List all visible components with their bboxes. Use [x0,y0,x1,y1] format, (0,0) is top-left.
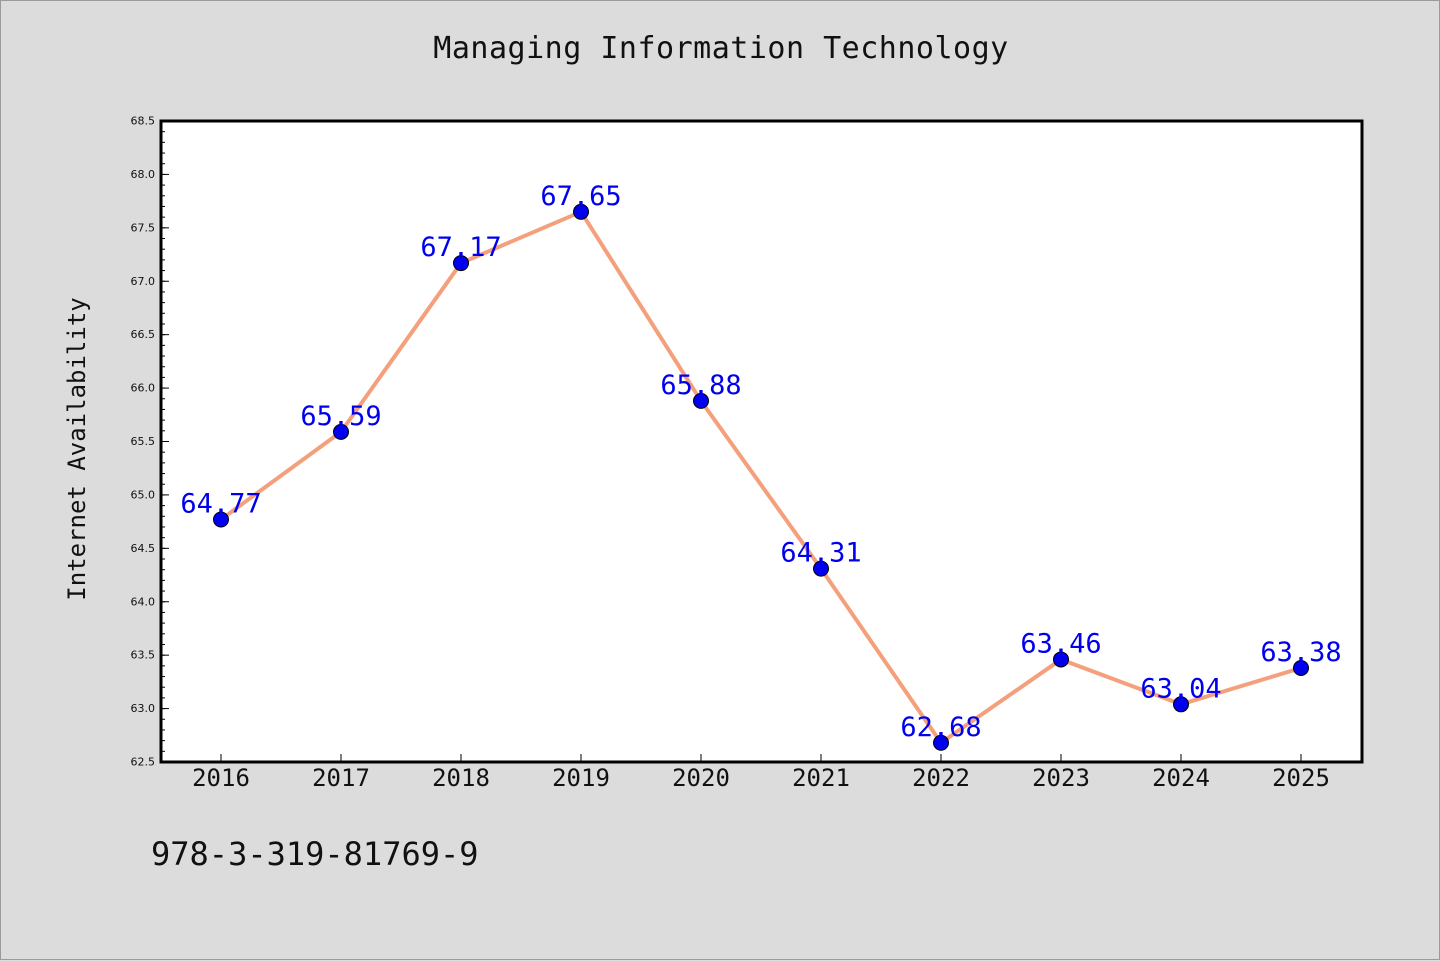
data-label-2020: 65.88 [660,370,741,401]
y-tick-label-7: 66.0 [131,382,156,395]
y-tick-label-8: 66.5 [131,328,156,341]
data-point-2024 [1173,696,1189,713]
y-tick-label-9: 67.0 [131,275,156,288]
x-tick-label-2019: 2019 [552,764,610,792]
data-point-2019 [573,203,589,220]
plot-area [161,121,1362,762]
data-point-2021 [813,560,829,577]
x-tick-label-2025: 2025 [1272,764,1330,792]
isbn-text: 978-3-319-81769-9 [151,835,479,873]
x-tick-label-2016: 2016 [192,764,250,792]
x-tick-label-2022: 2022 [912,764,970,792]
y-tick-label-5: 65.0 [131,488,156,501]
data-point-2025 [1293,659,1309,676]
data-label-2022: 62.68 [900,712,981,743]
y-tick-label-1: 63.0 [131,702,156,715]
data-label-2021: 64.31 [780,538,861,569]
y-tick-label-4: 64.5 [131,542,156,555]
y-tick-label-6: 65.5 [131,435,156,448]
data-label-2017: 65.59 [300,401,381,432]
y-tick-label-2: 63.5 [131,649,156,662]
data-point-2018 [453,255,469,272]
data-point-2023 [1053,651,1069,668]
data-label-2016: 64.77 [180,488,261,519]
x-tick-label-2017: 2017 [312,764,370,792]
plot-frame [159,119,1364,764]
x-tick-label-2018: 2018 [432,764,490,792]
x-tick-label-2020: 2020 [672,764,730,792]
x-tick-label-2023: 2023 [1032,764,1090,792]
y-tick-label-0: 62.5 [131,756,156,769]
data-point-2017 [333,423,349,440]
y-tick-label-3: 64.0 [131,595,156,608]
data-label-2023: 63.46 [1020,628,1101,659]
chart-title: Managing Information Technology [433,31,1009,66]
y-tick-label-12: 68.5 [131,115,156,128]
x-tick-label-2021: 2021 [792,764,850,792]
data-point-2016 [213,511,229,528]
data-point-2020 [693,392,709,409]
y-tick-label-11: 68.0 [131,168,156,181]
data-label-2025: 63.38 [1260,637,1341,668]
series-line-0 [219,209,1303,745]
data-label-2024: 63.04 [1140,673,1221,704]
data-label-2019: 67.65 [540,181,621,212]
data-label-2018: 67.17 [420,232,501,263]
data-point-2022 [933,734,949,751]
y-tick-label-10: 67.5 [131,221,156,234]
x-tick-label-2024: 2024 [1152,764,1210,792]
